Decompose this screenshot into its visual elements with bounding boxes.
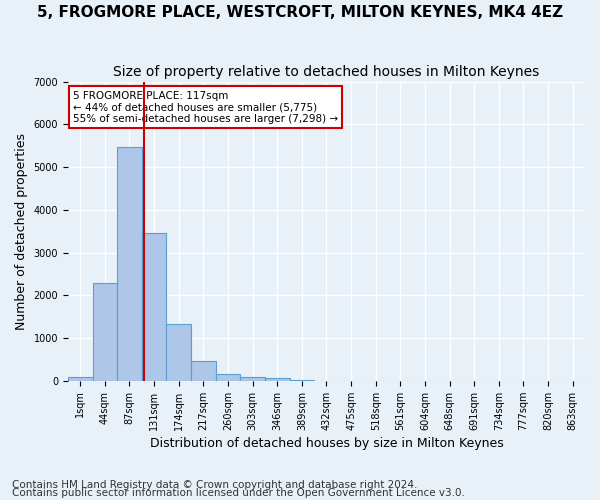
Y-axis label: Number of detached properties: Number of detached properties [15,132,28,330]
Bar [142,234,166,381]
Text: Contains public sector information licensed under the Open Government Licence v3: Contains public sector information licen… [12,488,465,498]
Title: Size of property relative to detached houses in Milton Keynes: Size of property relative to detached ho… [113,65,539,79]
Bar [166,324,191,381]
Text: 5 FROGMORE PLACE: 117sqm
← 44% of detached houses are smaller (5,775)
55% of sem: 5 FROGMORE PLACE: 117sqm ← 44% of detach… [73,90,338,124]
X-axis label: Distribution of detached houses by size in Milton Keynes: Distribution of detached houses by size … [149,437,503,450]
Text: 5, FROGMORE PLACE, WESTCROFT, MILTON KEYNES, MK4 4EZ: 5, FROGMORE PLACE, WESTCROFT, MILTON KEY… [37,5,563,20]
Bar [215,374,240,381]
Bar [68,377,92,381]
Bar [191,360,215,381]
Bar [117,146,142,381]
Bar [240,377,265,381]
Bar [265,378,290,381]
Text: Contains HM Land Registry data © Crown copyright and database right 2024.: Contains HM Land Registry data © Crown c… [12,480,418,490]
Bar [92,284,117,381]
Bar [290,380,314,381]
